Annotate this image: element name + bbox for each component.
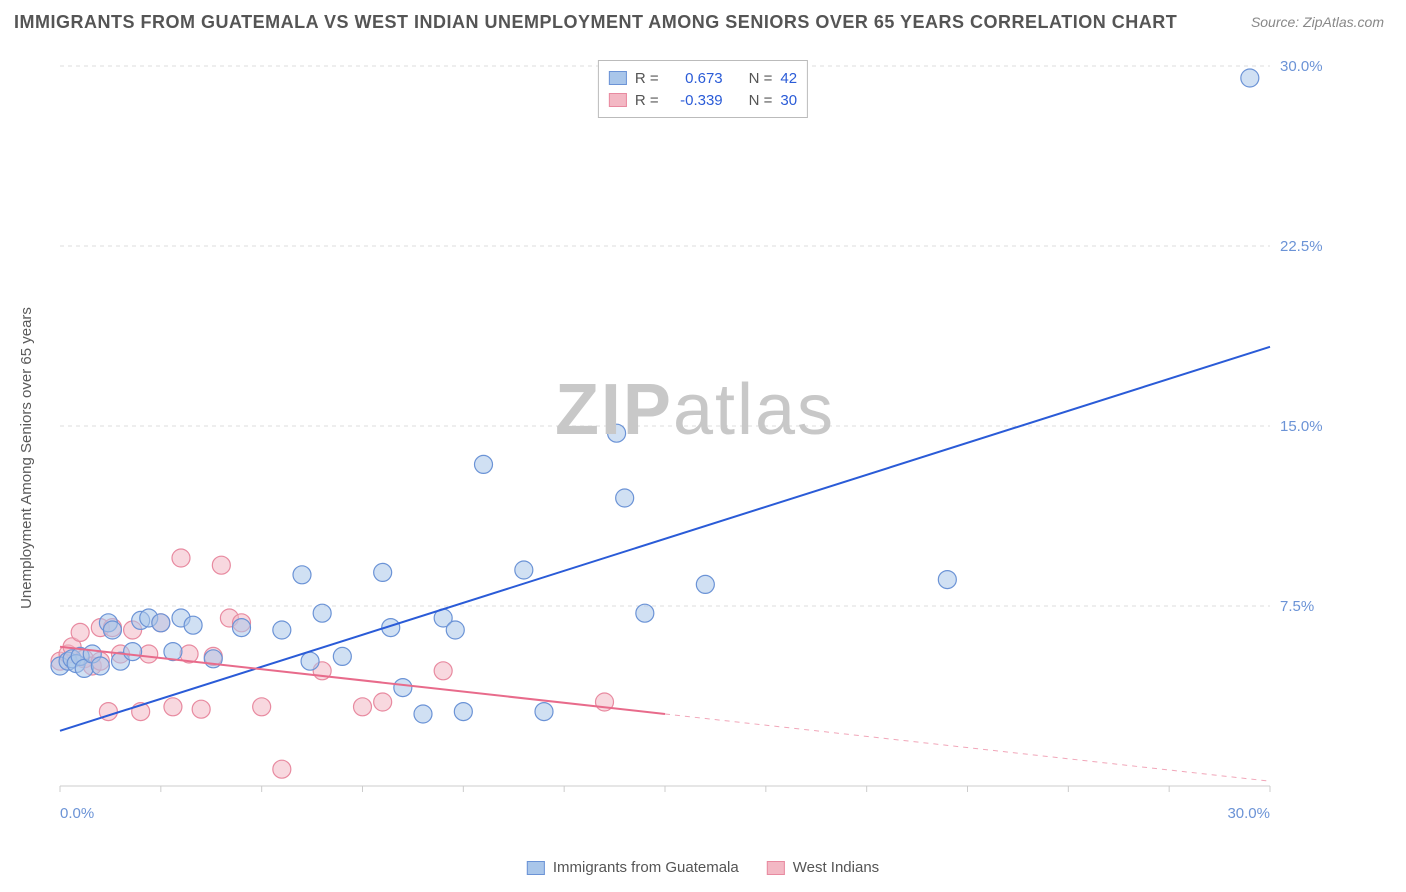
legend-n-value-a: 42 — [780, 70, 797, 87]
legend-item-a: Immigrants from Guatemala — [527, 859, 739, 876]
svg-text:30.0%: 30.0% — [1227, 805, 1270, 822]
legend-swatch-pink — [609, 93, 627, 107]
legend-swatch-blue-2 — [527, 861, 545, 875]
plot-area: 7.5%15.0%22.5%30.0%0.0%30.0% ZIPatlas — [50, 56, 1340, 826]
svg-text:22.5%: 22.5% — [1280, 238, 1323, 255]
chart-title: IMMIGRANTS FROM GUATEMALA VS WEST INDIAN… — [14, 12, 1177, 33]
source-text: Source: ZipAtlas.com — [1251, 14, 1384, 30]
legend-r-value-a: 0.673 — [667, 70, 723, 87]
legend-series-names: Immigrants from Guatemala West Indians — [527, 859, 879, 876]
legend-row-series-b: R = -0.339 N = 30 — [609, 89, 797, 111]
legend-n-label: N = — [749, 70, 773, 87]
legend-swatch-pink-2 — [767, 861, 785, 875]
legend-r-value-b: -0.339 — [667, 92, 723, 109]
legend-r-label: R = — [635, 70, 659, 87]
y-axis-label: Unemployment Among Seniors over 65 years — [18, 307, 35, 609]
legend-item-b: West Indians — [767, 859, 879, 876]
scatter-plot-svg: 7.5% 15.0% 22.5% 30.0% 0.0% 30.0% — [50, 56, 1340, 826]
svg-text:15.0%: 15.0% — [1280, 418, 1323, 435]
legend-label-b: West Indians — [793, 859, 879, 876]
legend-n-value-b: 30 — [780, 92, 797, 109]
legend-row-series-a: R = 0.673 N = 42 — [609, 67, 797, 89]
svg-text:7.5%: 7.5% — [1280, 598, 1314, 615]
legend-label-a: Immigrants from Guatemala — [553, 859, 739, 876]
svg-text:0.0%: 0.0% — [60, 805, 94, 822]
legend-swatch-blue — [609, 71, 627, 85]
svg-text:30.0%: 30.0% — [1280, 58, 1323, 75]
legend-n-label-2: N = — [749, 92, 773, 109]
chart-container: IMMIGRANTS FROM GUATEMALA VS WEST INDIAN… — [0, 0, 1406, 892]
legend-correlation-box: R = 0.673 N = 42 R = -0.339 N = 30 — [598, 60, 808, 118]
legend-r-label-2: R = — [635, 92, 659, 109]
